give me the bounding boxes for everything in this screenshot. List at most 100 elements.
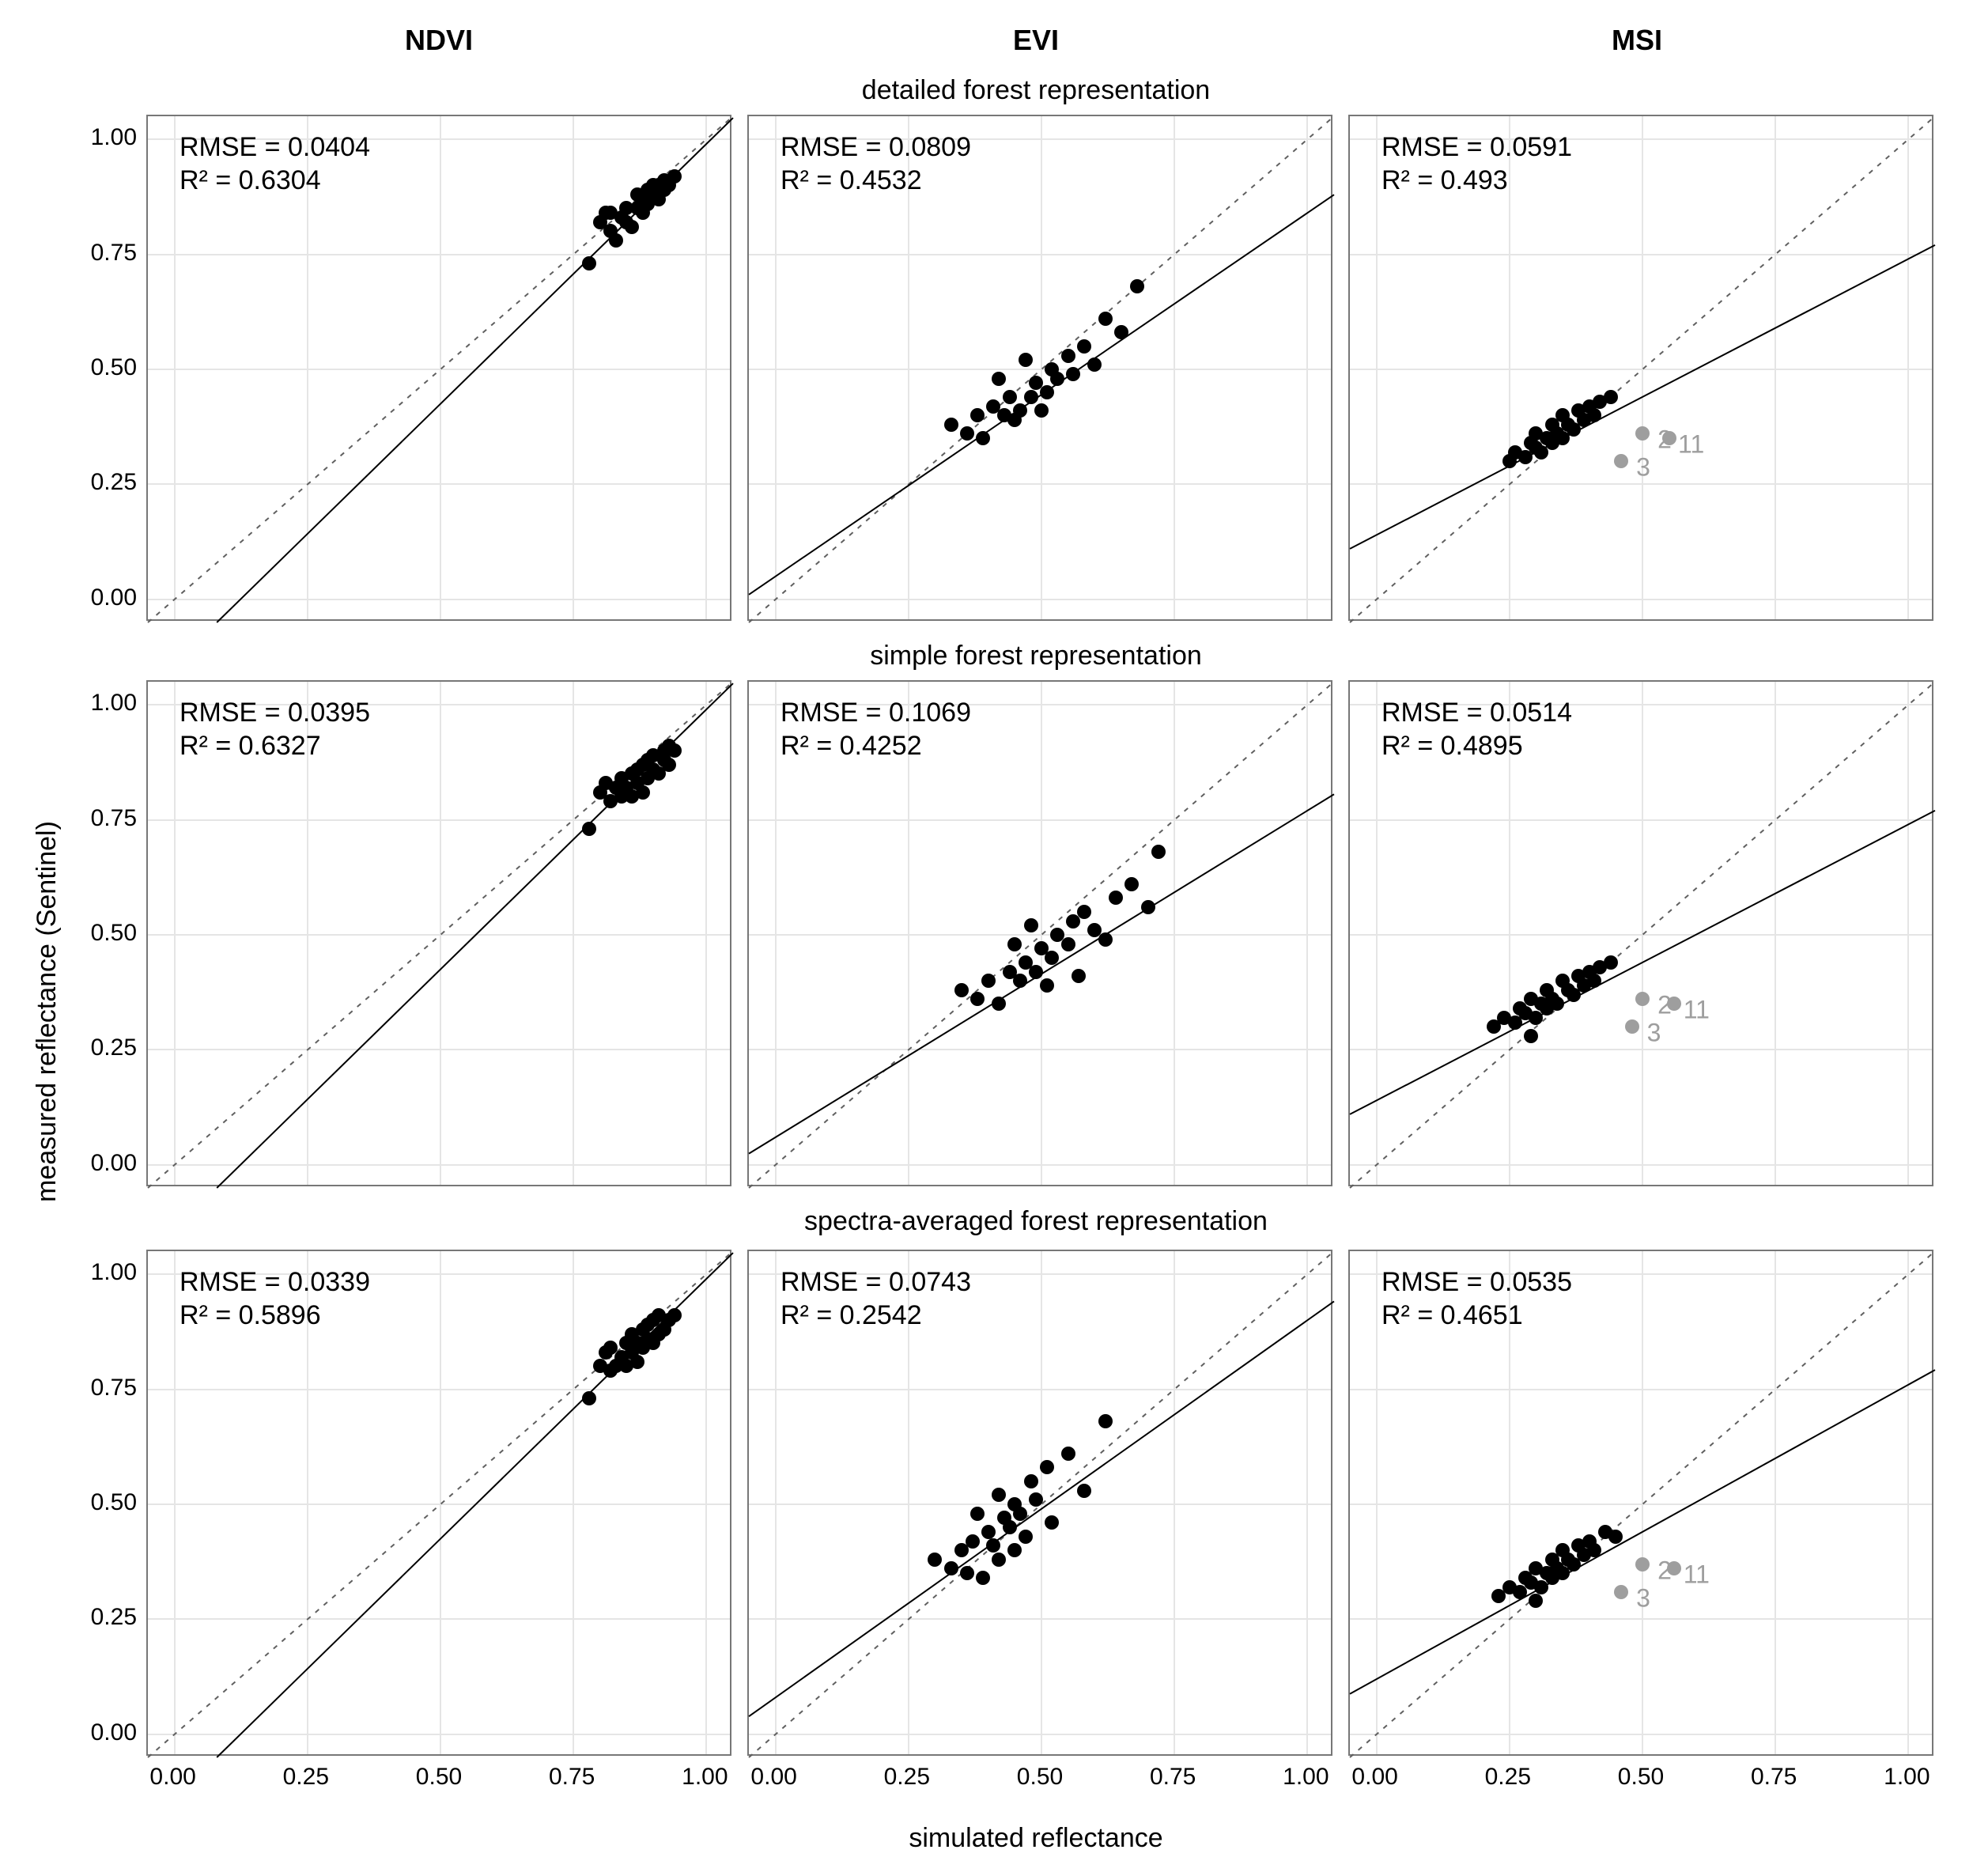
regression-line (749, 1301, 1334, 1716)
data-point (630, 1355, 644, 1369)
data-point (976, 431, 990, 445)
annotation-r2: R² = 0.6327 (180, 731, 321, 762)
data-point (976, 1571, 990, 1585)
y-tick-label: 0.25 (58, 1604, 137, 1631)
y-tick-label: 0.00 (58, 584, 137, 611)
annotation-r2: R² = 0.4651 (1381, 1300, 1523, 1331)
data-point (1007, 1543, 1022, 1557)
data-point (1024, 1474, 1038, 1488)
y-tick-label: 0.50 (58, 920, 137, 947)
annotation-r2: R² = 0.493 (1381, 165, 1508, 196)
data-point (1587, 974, 1601, 988)
data-point (1130, 279, 1144, 293)
outlier-label: 11 (1678, 430, 1704, 460)
data-point (1109, 891, 1123, 905)
regression-line (1350, 811, 1935, 1114)
data-point (1024, 918, 1038, 932)
panel-msi-avg: 2113RMSE = 0.0535R² = 0.46510.000.250.50… (1348, 1250, 1933, 1756)
data-point (1550, 997, 1564, 1011)
data-point (1019, 1530, 1033, 1544)
annotation-r2: R² = 0.6304 (180, 165, 321, 196)
annotation-rmse: RMSE = 0.0809 (781, 132, 971, 163)
data-point (1529, 1594, 1543, 1608)
outlier-point (1635, 426, 1650, 441)
data-point (986, 1538, 1000, 1553)
row-title-simple: simple forest representation (641, 641, 1431, 671)
x-axis-label: simulated reflectance (720, 1823, 1352, 1854)
data-point (1087, 357, 1102, 372)
plot-area: RMSE = 0.0404R² = 0.6304 (146, 115, 731, 621)
data-point (667, 1308, 682, 1322)
y-tick-label: 0.00 (58, 1719, 137, 1746)
data-point (1604, 390, 1618, 404)
outlier-point (1667, 1561, 1681, 1575)
data-point (1061, 937, 1075, 951)
data-point (1066, 367, 1080, 381)
data-point (1604, 955, 1618, 970)
plot-area: RMSE = 0.0339R² = 0.5896 (146, 1250, 731, 1756)
x-tick-label: 0.00 (149, 1764, 195, 1791)
regression-line (1350, 245, 1935, 549)
x-tick-label: 0.50 (416, 1764, 462, 1791)
data-point (582, 822, 596, 836)
data-point (981, 974, 996, 988)
x-tick-label: 0.50 (1017, 1764, 1063, 1791)
y-tick-label: 0.25 (58, 469, 137, 496)
panel-ndvi-avg: RMSE = 0.0339R² = 0.58960.000.250.500.75… (146, 1250, 731, 1756)
data-point (1034, 403, 1049, 418)
annotation-rmse: RMSE = 0.0514 (1381, 698, 1572, 728)
data-point (1114, 325, 1128, 339)
data-point (1003, 390, 1017, 404)
data-point (1061, 1447, 1075, 1461)
outlier-label: 3 (1647, 1019, 1661, 1048)
annotation-r2: R² = 0.4252 (781, 731, 922, 762)
data-point (992, 1488, 1006, 1502)
panel-msi-simple: 2113RMSE = 0.0514R² = 0.4895 (1348, 680, 1933, 1186)
annotation-rmse: RMSE = 0.0339 (180, 1267, 370, 1298)
data-point (609, 233, 623, 248)
data-point (1061, 349, 1075, 363)
data-point (662, 758, 676, 772)
annotation-r2: R² = 0.2542 (781, 1300, 922, 1331)
data-point (1050, 372, 1064, 386)
data-point (1524, 1029, 1538, 1043)
data-point (1045, 1515, 1059, 1530)
annotation-r2: R² = 0.4895 (1381, 731, 1523, 762)
x-tick-label: 0.25 (884, 1764, 930, 1791)
data-point (1013, 403, 1027, 418)
y-tick-label: 0.50 (58, 354, 137, 381)
data-point (1587, 1543, 1601, 1557)
row-title-averaged: spectra-averaged forest representation (641, 1206, 1431, 1237)
data-point (1072, 969, 1086, 983)
outlier-point (1635, 992, 1650, 1006)
data-point (960, 1566, 974, 1580)
annotation-rmse: RMSE = 0.0591 (1381, 132, 1572, 163)
panel-ndvi-detailed: RMSE = 0.0404R² = 0.63040.000.250.500.75… (146, 115, 731, 621)
data-point (1098, 312, 1113, 326)
data-point (944, 418, 958, 432)
data-point (636, 785, 650, 800)
y-tick-label: 0.75 (58, 240, 137, 267)
column-header-msi: MSI (1518, 24, 1756, 57)
plot-area: RMSE = 0.1069R² = 0.4252 (747, 680, 1332, 1186)
annotation-rmse: RMSE = 0.0404 (180, 132, 370, 163)
data-point (667, 743, 682, 758)
outlier-point (1662, 431, 1676, 445)
x-tick-label: 0.00 (1351, 1764, 1397, 1791)
y-tick-label: 0.00 (58, 1150, 137, 1177)
data-point (928, 1553, 942, 1567)
data-point (1040, 385, 1054, 399)
annotation-rmse: RMSE = 0.1069 (781, 698, 971, 728)
data-point (1077, 1484, 1091, 1498)
annotation-r2: R² = 0.5896 (180, 1300, 321, 1331)
data-point (970, 992, 985, 1006)
data-point (960, 426, 974, 441)
plot-area: RMSE = 0.0809R² = 0.4532 (747, 115, 1332, 621)
data-point (992, 997, 1006, 1011)
outlier-point (1625, 1019, 1639, 1034)
outlier-point (1614, 1585, 1628, 1599)
data-point (970, 408, 985, 422)
data-point (1040, 978, 1054, 993)
x-tick-label: 0.75 (549, 1764, 595, 1791)
outlier-point (1635, 1557, 1650, 1572)
